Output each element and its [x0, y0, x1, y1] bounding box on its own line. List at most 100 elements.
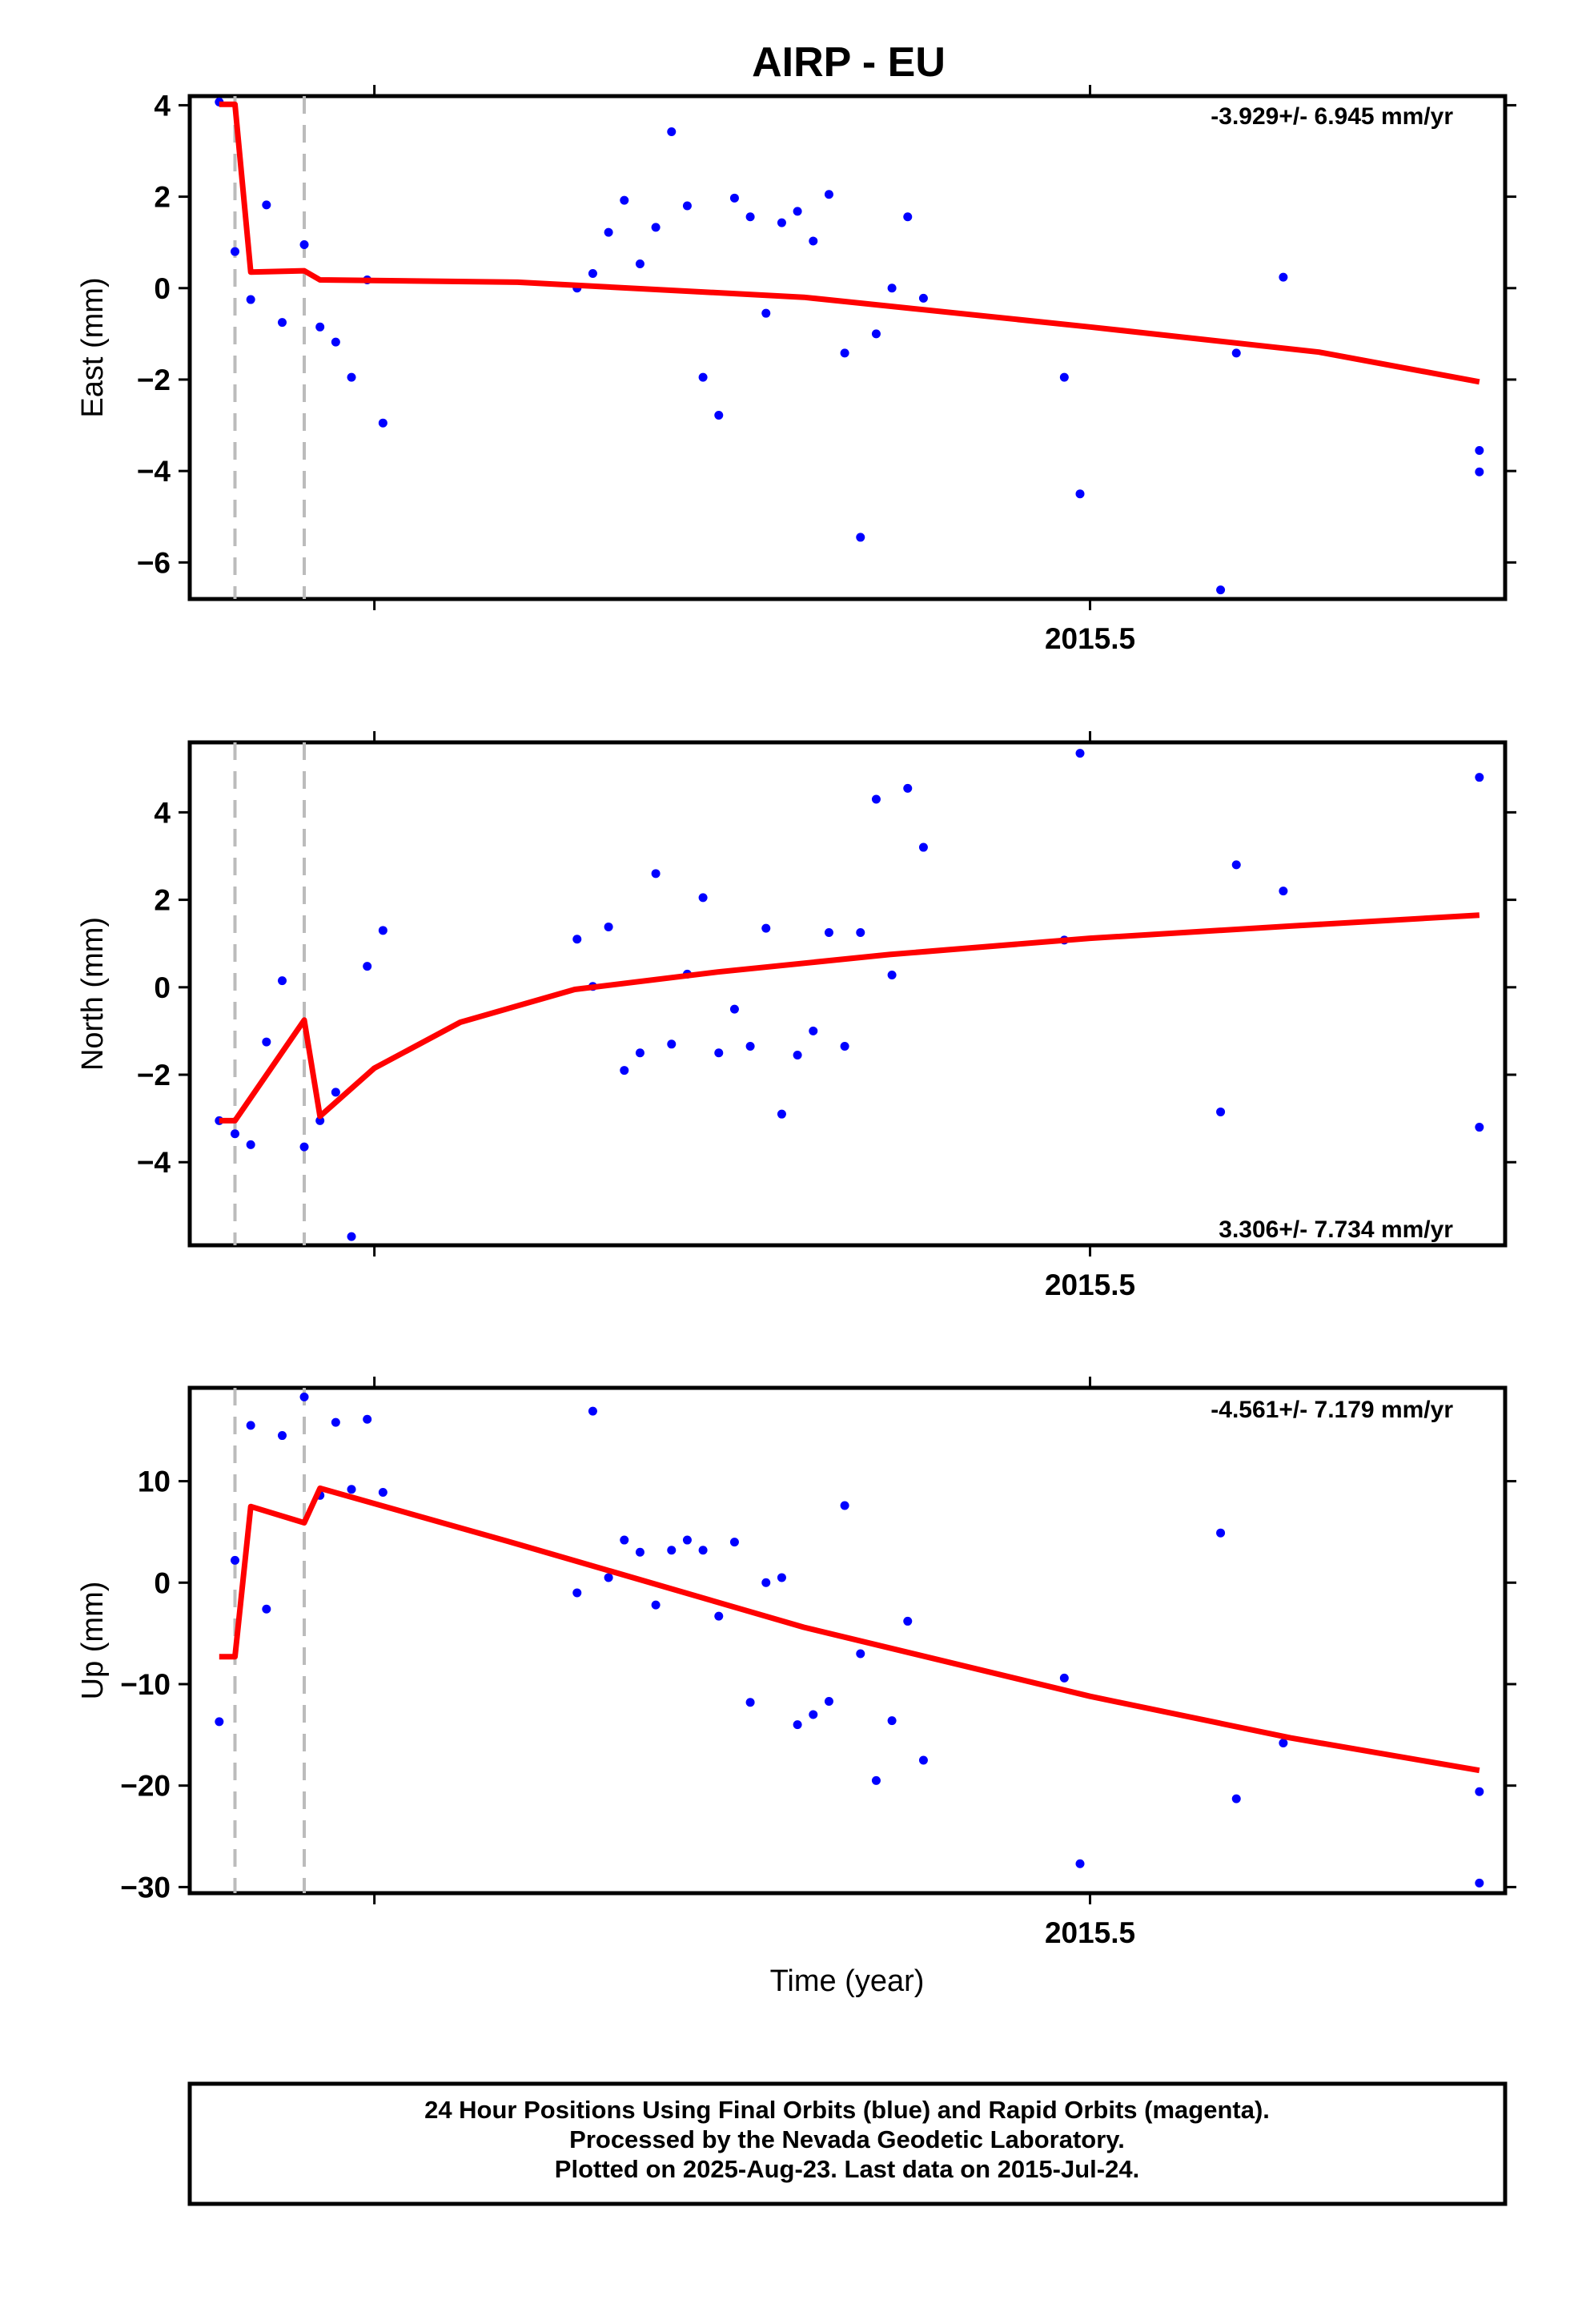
north-data-point	[635, 1048, 644, 1058]
north-data-point	[1231, 860, 1241, 870]
east-data-point	[651, 223, 661, 232]
up-data-point	[620, 1535, 629, 1545]
up-data-point	[246, 1421, 255, 1430]
up-data-point	[230, 1555, 239, 1565]
north-plot-frame	[187, 740, 1508, 1248]
east-data-point	[1231, 348, 1241, 358]
up-data-point	[331, 1417, 340, 1427]
up-data-point	[277, 1431, 287, 1441]
north-data-point	[277, 976, 287, 986]
up-panel: −30 −20 −10 0 10 2015.5 Up (mm) -4.561+/- 7.179…	[76, 1377, 1516, 1949]
up-y-axis-label: Up (mm)	[76, 1582, 110, 1700]
north-data-point	[761, 923, 771, 933]
east-data-point	[777, 218, 786, 227]
east-data-point	[588, 269, 597, 279]
footer-line-2: Processed by the Nevada Geodetic Laborat…	[569, 2125, 1125, 2153]
up-data-point	[262, 1604, 271, 1614]
up-plot-frame	[187, 1385, 1508, 1896]
north-data-point	[667, 1039, 677, 1049]
north-data-point	[378, 926, 387, 935]
up-data-point	[1075, 1859, 1085, 1868]
east-model-line	[219, 101, 1480, 385]
east-y-tick-label: 2	[154, 181, 171, 214]
north-data-point	[856, 928, 865, 938]
east-data-point	[604, 227, 613, 237]
north-data-point	[1216, 1107, 1226, 1116]
up-data-point	[840, 1501, 849, 1510]
up-data-point	[745, 1698, 755, 1707]
up-data-point	[635, 1547, 644, 1557]
east-data-point	[246, 295, 255, 304]
north-data-point	[1075, 749, 1085, 758]
up-data-point	[918, 1755, 928, 1765]
up-data-point	[1059, 1673, 1069, 1683]
up-rate-label: -4.561+/- 7.179 mm/yr	[1211, 1397, 1453, 1423]
up-data-point	[572, 1588, 582, 1598]
east-data-point	[793, 207, 802, 216]
east-rate-label: -3.929+/- 6.945 mm/yr	[1211, 103, 1453, 130]
north-data-point	[331, 1088, 340, 1097]
north-data-point	[840, 1042, 849, 1051]
up-data-point	[604, 1573, 613, 1582]
up-data-point	[698, 1546, 708, 1555]
east-data-point	[918, 293, 928, 303]
east-data-point	[299, 240, 309, 250]
east-data-point	[378, 418, 387, 428]
north-data-point	[604, 922, 613, 931]
up-data-point	[363, 1414, 372, 1424]
north-y-tick-label: 2	[154, 884, 171, 917]
north-data-point	[1475, 773, 1484, 782]
up-model-line	[219, 1485, 1480, 1774]
east-data-point	[903, 212, 913, 222]
east-data-point	[1279, 272, 1288, 282]
up-data-point	[793, 1720, 802, 1730]
east-data-point	[277, 318, 287, 328]
up-data-point	[824, 1697, 833, 1707]
east-data-point	[1059, 372, 1069, 382]
up-y-tick-label: 0	[154, 1566, 171, 1599]
east-x-tick-label: 2015.5	[1045, 622, 1135, 655]
east-plot-frame	[187, 94, 1508, 601]
east-data-point	[698, 372, 708, 382]
east-data-point	[682, 201, 692, 211]
east-y-tick-label: 4	[154, 89, 171, 122]
north-data-point	[315, 1116, 325, 1125]
up-data-point	[761, 1578, 771, 1587]
east-y-tick-label: −2	[137, 364, 171, 396]
east-data-point	[635, 259, 644, 269]
footer-line-3: Plotted on 2025-Aug-23. Last data on 201…	[555, 2155, 1139, 2183]
east-data-point	[347, 372, 356, 382]
north-data-point	[1475, 1123, 1484, 1132]
north-data-point	[572, 935, 582, 944]
up-data-point	[1231, 1794, 1241, 1803]
up-data-point	[714, 1611, 724, 1621]
up-data-point	[347, 1485, 356, 1494]
east-data-point	[331, 337, 340, 347]
east-data-point	[1216, 585, 1226, 595]
east-data-point	[262, 200, 271, 210]
up-data-point	[215, 1717, 224, 1727]
north-data-point	[299, 1142, 309, 1152]
north-data-point	[246, 1140, 255, 1149]
up-data-point	[777, 1573, 786, 1582]
east-data-point	[667, 127, 677, 137]
north-data-point	[809, 1026, 818, 1035]
north-rate-label: 3.306+/- 7.734 mm/yr	[1219, 1216, 1453, 1243]
up-x-tick-label: 2015.5	[1045, 1916, 1135, 1949]
north-y-tick-label: 4	[154, 796, 171, 829]
up-y-tick-label: −10	[120, 1668, 171, 1701]
north-data-point	[745, 1042, 755, 1051]
east-data-point	[620, 195, 629, 205]
north-data-point	[729, 1004, 739, 1014]
north-data-point	[777, 1109, 786, 1119]
north-data-point	[887, 971, 897, 980]
footer-line-1: 24 Hour Positions Using Final Orbits (bl…	[424, 2096, 1270, 2124]
east-data-point	[230, 247, 239, 256]
north-data-point	[793, 1050, 802, 1059]
east-data-point	[887, 283, 897, 293]
north-data-point	[651, 869, 661, 879]
up-data-point	[1279, 1738, 1288, 1747]
north-data-point	[903, 783, 913, 793]
up-data-point	[856, 1649, 865, 1659]
